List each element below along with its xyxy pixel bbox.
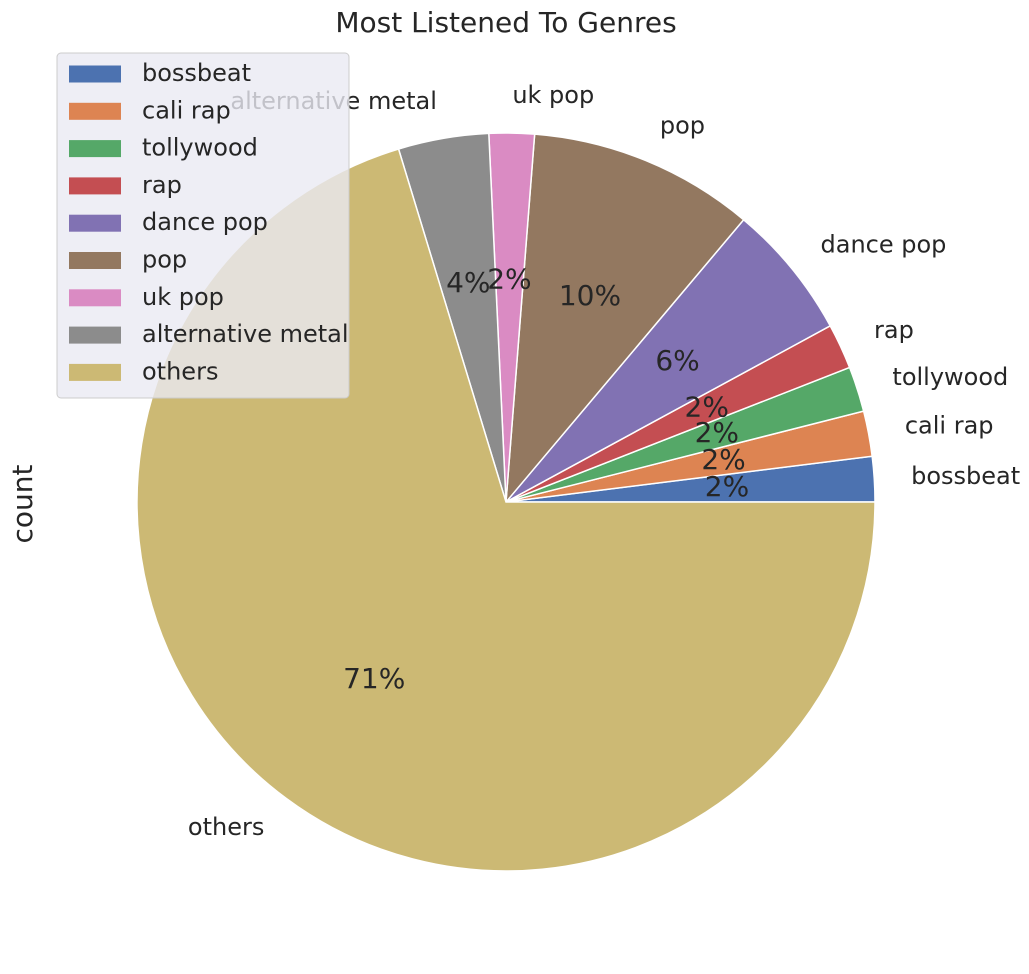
legend-swatch-tollywood bbox=[69, 140, 121, 158]
legend-label-pop: pop bbox=[142, 246, 187, 274]
legend-label-cali-rap: cali rap bbox=[142, 96, 231, 124]
legend-swatch-pop bbox=[69, 252, 121, 269]
legend-swatch-rap bbox=[69, 177, 121, 195]
legend-swatch-dance-pop bbox=[69, 214, 121, 232]
pie-slice-pop bbox=[505, 133, 745, 505]
legend-label-others: others bbox=[142, 357, 218, 385]
pct-label-others: 71% bbox=[343, 662, 405, 695]
pct-label-rap: 2% bbox=[685, 391, 729, 424]
pct-label-tollywood: 2% bbox=[695, 416, 739, 449]
legend-label-dance-pop: dance pop bbox=[142, 208, 268, 236]
slice-label-others: others bbox=[188, 813, 264, 841]
y-axis-label: count bbox=[6, 464, 39, 543]
slice-label-bossbeat: bossbeat bbox=[911, 462, 1020, 490]
slice-label-tollywood: tollywood bbox=[892, 363, 1008, 391]
pct-label-pop: 10% bbox=[559, 279, 621, 312]
legend-label-uk-pop: uk pop bbox=[142, 283, 224, 311]
slice-label-cali-rap: cali rap bbox=[905, 412, 994, 440]
chart-title: Most Listened To Genres bbox=[335, 6, 676, 39]
legend-swatch-alternative-metal bbox=[69, 326, 121, 344]
slice-label-pop: pop bbox=[660, 111, 705, 139]
legend-label-tollywood: tollywood bbox=[142, 134, 258, 162]
slice-label-uk-pop: uk pop bbox=[512, 81, 594, 109]
pct-label-dance-pop: 6% bbox=[655, 344, 699, 377]
pct-label-alternative-metal: 4% bbox=[446, 266, 490, 299]
legend-swatch-others bbox=[69, 363, 121, 381]
legend-label-alternative-metal: alternative metal bbox=[142, 320, 349, 348]
legend-swatch-cali-rap bbox=[69, 102, 121, 120]
pct-label-cali-rap: 2% bbox=[701, 443, 745, 476]
pie-slice-dance-pop bbox=[505, 218, 832, 503]
slice-label-rap: rap bbox=[874, 316, 914, 344]
legend-box bbox=[56, 52, 350, 399]
slice-label-dance-pop: dance pop bbox=[821, 230, 947, 258]
pct-label-bossbeat: 2% bbox=[705, 470, 749, 503]
legend-label-bossbeat: bossbeat bbox=[142, 59, 251, 87]
percentage-labels: 2%2%2%2%6%10%2%4%71% bbox=[343, 263, 749, 695]
legend: bossbeat cali rap tollywood rap dance pop pop… bbox=[56, 52, 350, 399]
legend-label-rap: rap bbox=[142, 171, 182, 199]
legend-swatch-uk-pop bbox=[69, 289, 121, 307]
legend-swatch-bossbeat bbox=[69, 65, 121, 83]
pct-label-uk-pop: 2% bbox=[487, 263, 531, 296]
